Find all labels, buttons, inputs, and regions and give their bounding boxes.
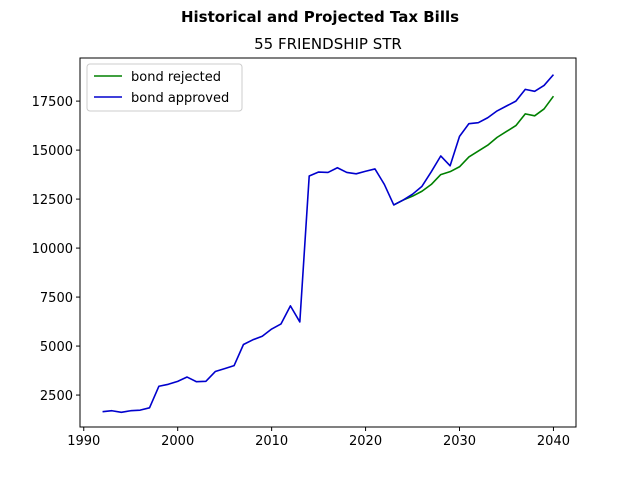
x-tick-label: 1990: [67, 434, 100, 449]
x-tick-label: 2030: [443, 434, 476, 449]
x-tick-label: 2000: [161, 434, 194, 449]
y-tick-label: 2500: [40, 389, 73, 404]
legend-box: [86, 63, 243, 112]
legend: bond rejected bond approved: [86, 63, 243, 112]
y-tick-label: 12500: [32, 193, 73, 208]
y-tick-label: 7500: [40, 291, 73, 306]
series-line-bond-approved: [102, 74, 555, 414]
x-tick-label: 2020: [349, 434, 382, 449]
legend-label-bond-approved: bond approved: [131, 91, 229, 106]
y-tick-label: 10000: [32, 242, 73, 257]
chart-title: 55 FRIENDSHIP STR: [254, 35, 402, 53]
y-tick-label: 5000: [40, 340, 73, 355]
plot-frame: [79, 57, 577, 428]
x-tick-label: 2010: [255, 434, 288, 449]
x-tick-label: 2040: [537, 434, 570, 449]
legend-label-bond-rejected: bond rejected: [131, 70, 221, 85]
y-tick-label: 17500: [32, 95, 73, 110]
chart-suptitle: Historical and Projected Tax Bills: [181, 8, 459, 26]
y-tick-label: 15000: [32, 144, 73, 159]
series-line-bond-rejected: [393, 95, 555, 206]
